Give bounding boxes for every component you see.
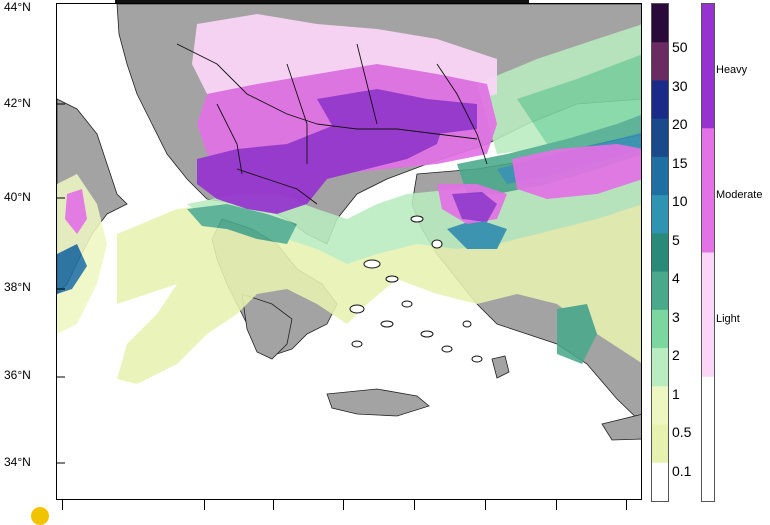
precip-colorbar [651,3,669,502]
precip-label-0-5: 0.5 [672,424,692,440]
map-panel [56,3,642,500]
precip-colorbar-swatches [652,4,668,502]
precip-colorbar-swatch [652,118,668,158]
precip-colorbar-swatch [652,42,668,81]
lat-label-42: 42°N [4,96,31,110]
intensity-colorbar-swatch [702,4,714,129]
lon-tick [273,500,274,510]
precip-colorbar-swatch [652,233,668,273]
precip-teal-south-turkey [557,304,597,364]
precip-label-30: 30 [672,78,688,94]
precip-teal-black-sea [517,54,641,144]
crete-land [326,388,430,417]
island [462,320,472,328]
snow-heavy-west-turkey [452,192,497,222]
precip-colorbar-swatch [652,271,668,311]
island [351,340,363,348]
precip-label-0-1: 0.1 [672,463,692,479]
island [471,355,483,363]
lon-tick [556,500,557,510]
precip-green-north-aegean [187,110,641,264]
lon-tick [62,500,63,510]
precip-blue-west-turkey [447,219,507,249]
intensity-label-moderate: Moderate [716,189,763,201]
corner-indicator-dot [31,507,49,525]
island [441,345,453,353]
intensity-colorbar-swatch [702,252,714,378]
precip-label-1: 1 [672,386,680,402]
lon-tick [204,500,205,510]
precip-colorbar-swatch [652,462,668,502]
island [431,239,443,249]
intensity-colorbar [701,3,715,502]
intensity-colorbar-swatches [702,4,714,502]
precip-label-15: 15 [672,155,688,171]
precip-colorbar-swatch [652,424,668,464]
precip-colorbar-swatch [652,309,668,349]
lon-tick [485,500,486,510]
intensity-colorbar-swatch [702,376,714,502]
precipitation-map [57,4,641,464]
island [420,330,434,338]
precip-colorbar-swatch [652,156,668,196]
border-line [216,103,243,175]
precip-colorbar-swatch [652,386,668,426]
lat-label-36: 36°N [4,368,31,382]
lon-tick [414,500,415,510]
precip-label-3: 3 [672,309,680,325]
precip-colorbar-swatch [652,348,668,387]
intensity-label-heavy: Heavy [716,64,748,76]
precip-label-5: 5 [672,232,680,248]
top-title-bar [115,0,529,4]
lon-tick [626,500,627,510]
border-line [286,63,308,164]
border-line [236,168,318,205]
snow-heavy-purple-thrace [317,89,477,134]
intensity-colorbar-swatch [702,128,714,253]
precip-label-4: 4 [672,270,680,286]
border-line [316,123,478,140]
snow-moderate-east [512,144,641,199]
precip-blue-italy [57,244,87,294]
precip-teal-greece [187,204,297,244]
precip-label-50: 50 [672,39,688,55]
cyprus-land [601,414,641,441]
precip-label-20: 20 [672,116,688,132]
rhodes-land [491,355,510,379]
peloponnese-land [241,293,293,360]
island [363,259,381,269]
intensity-label-light: Light [716,313,740,325]
lon-tick [343,500,344,510]
border-line [356,43,378,125]
precip-label-10: 10 [672,193,688,209]
lat-label-38: 38°N [4,280,31,294]
island [401,300,413,308]
precip-colorbar-swatch [652,4,668,43]
precip-colorbar-swatch [652,195,668,234]
lat-label-40: 40°N [4,190,31,204]
border-line [436,63,488,165]
island [349,304,365,314]
lat-label-34: 34°N [4,455,31,469]
precip-colorbar-swatch [652,80,668,120]
snow-moderate-italy [65,189,87,234]
island [385,275,399,283]
island [380,320,394,328]
island [410,215,424,223]
lat-label-44: 44°N [4,0,31,14]
precip-label-2: 2 [672,347,680,363]
border-line [176,43,318,125]
